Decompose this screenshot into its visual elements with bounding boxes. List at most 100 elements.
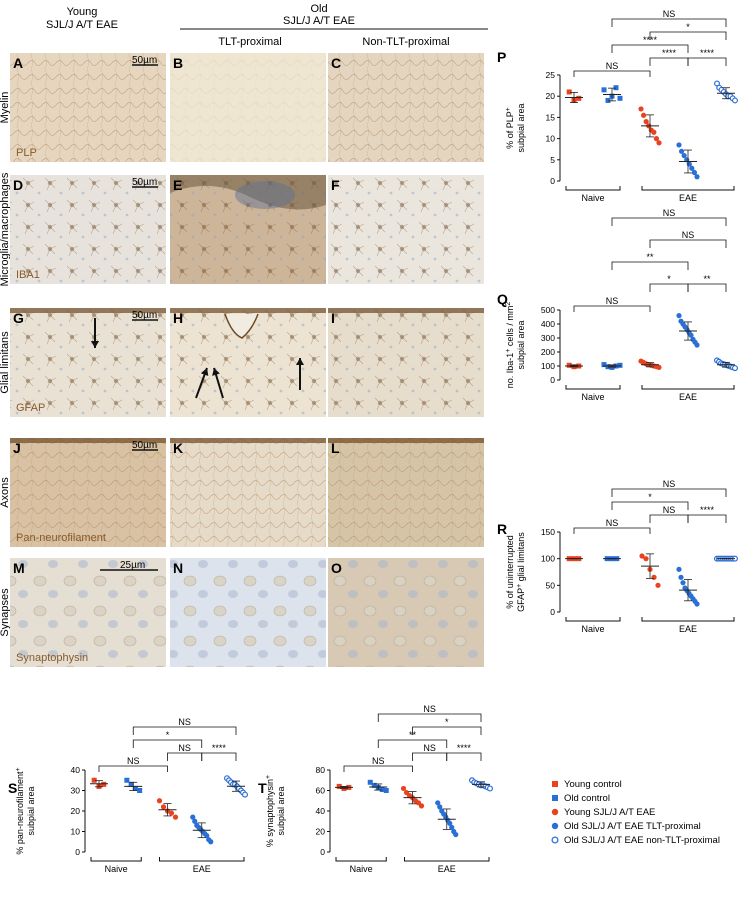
y-axis-label-2: subpial area bbox=[516, 320, 526, 369]
sig-bracket bbox=[611, 488, 727, 497]
y-tick-label: 5 bbox=[550, 155, 555, 165]
legend-marker bbox=[551, 836, 559, 844]
group-label-naive: Naive bbox=[581, 193, 604, 203]
sig-label: **** bbox=[700, 48, 715, 58]
sig-bracket bbox=[98, 765, 168, 772]
data-point bbox=[601, 87, 607, 93]
y-tick-label: 200 bbox=[541, 347, 555, 357]
group-label-eae: EAE bbox=[193, 864, 211, 874]
sig-bracket bbox=[573, 70, 651, 77]
micrograph-A: A PLP 50µm bbox=[10, 53, 166, 162]
sig-bracket bbox=[377, 739, 448, 748]
arrow-head-2 bbox=[212, 368, 220, 376]
chart-P: P 0 5 10 15 20 25 % of PLP+ subpial area Naive EAE… bbox=[497, 9, 738, 203]
y-axis-label: % synaptophysin+ bbox=[265, 775, 276, 847]
micrograph-M: M Synaptophysin 25µm bbox=[10, 558, 166, 667]
group-bracket-naive bbox=[90, 857, 142, 862]
chart-Q: Q 0 100 200 300 400 500 no. Iba-1+ cells / mm2s… bbox=[497, 208, 738, 402]
data-point bbox=[160, 804, 167, 810]
scale-label-2: 50µm bbox=[132, 310, 157, 321]
data-point bbox=[91, 777, 97, 783]
micrograph-G: G GFAP 50µm bbox=[10, 308, 166, 417]
micrograph-F: F bbox=[328, 175, 484, 284]
legend-label: Old SJL/J A/T EAE non-TLT-proximal bbox=[564, 835, 720, 846]
y-tick-label: 15 bbox=[546, 112, 556, 122]
micrograph-grid: Myelin A PLP 50µm B C Microglia/macrophages D IB… bbox=[0, 53, 484, 667]
header-col-nontlt: Non-TLT-proximal bbox=[362, 36, 449, 48]
sig-bracket bbox=[611, 501, 689, 510]
sig-bracket bbox=[132, 726, 237, 735]
data-point bbox=[694, 342, 700, 348]
panel-letter-A: A bbox=[13, 55, 23, 71]
panel-letter-E: E bbox=[173, 177, 182, 193]
sig-label: * bbox=[667, 274, 671, 284]
sig-bracket bbox=[412, 726, 482, 735]
data-point bbox=[653, 136, 660, 142]
panel-letter-T: T bbox=[258, 780, 267, 796]
y-tick-label: 25 bbox=[546, 70, 556, 80]
legend-label: Old control bbox=[564, 793, 610, 804]
panel-letter-N: N bbox=[173, 560, 183, 576]
legend: Young control Old control Young SJL/J A/T … bbox=[551, 779, 720, 846]
micrograph-B: B bbox=[170, 53, 326, 162]
group-label-naive: Naive bbox=[581, 624, 604, 634]
y-tick-label: 10 bbox=[546, 134, 556, 144]
legend-marker bbox=[552, 781, 558, 787]
group-bracket-naive bbox=[565, 385, 621, 390]
row-label-4: Synapses bbox=[0, 588, 11, 637]
group-bracket-eae bbox=[404, 857, 490, 862]
micrograph-I: I bbox=[328, 308, 484, 417]
data-point bbox=[605, 97, 611, 103]
data-point bbox=[242, 791, 249, 798]
data-point bbox=[101, 781, 107, 787]
group-label-naive: Naive bbox=[350, 864, 373, 874]
sig-bracket bbox=[649, 31, 727, 40]
chart-T: T 0 20 40 60 80 % synaptophysin+subpial area Na… bbox=[258, 704, 494, 874]
micrograph-O: O bbox=[328, 558, 484, 667]
micrograph-L: L bbox=[328, 438, 484, 547]
panel-letter-C: C bbox=[331, 55, 341, 71]
sig-label: NS bbox=[663, 208, 676, 218]
panel-letter-G: G bbox=[13, 310, 24, 326]
legend-marker bbox=[551, 822, 559, 830]
y-tick-label: 10 bbox=[71, 827, 81, 837]
y-tick-label: 300 bbox=[541, 333, 555, 343]
scale-label-1: 50µm bbox=[132, 177, 157, 188]
group-label-eae: EAE bbox=[438, 864, 456, 874]
micrograph-C: C bbox=[328, 53, 484, 162]
sig-label: NS bbox=[663, 505, 676, 515]
sig-label: * bbox=[686, 22, 690, 32]
y-tick-label: 30 bbox=[71, 786, 81, 796]
data-point bbox=[613, 85, 619, 91]
arrow-head-1 bbox=[200, 368, 209, 376]
sig-label: * bbox=[445, 717, 449, 727]
data-point bbox=[638, 106, 644, 112]
scale-label-4: 25µm bbox=[120, 560, 145, 571]
row-label-1: Microglia/macrophages bbox=[0, 172, 11, 286]
group-label-eae: EAE bbox=[679, 392, 697, 402]
y-tick-label: 100 bbox=[541, 554, 555, 564]
panel-letter-K: K bbox=[173, 440, 183, 456]
y-axis-label-2: subpial area bbox=[26, 786, 36, 835]
data-point bbox=[190, 814, 196, 820]
data-point bbox=[400, 785, 407, 792]
group-bracket-eae bbox=[641, 617, 735, 622]
y-axis-label: no. Iba-1+ cells / mm2 bbox=[505, 302, 516, 389]
sig-label: * bbox=[648, 492, 652, 502]
panel-letter-P: P bbox=[497, 49, 506, 65]
data-point bbox=[676, 566, 682, 572]
data-point bbox=[371, 782, 377, 788]
scale-label-0: 50µm bbox=[132, 55, 157, 66]
y-tick-label: 20 bbox=[316, 827, 326, 837]
group-label-eae: EAE bbox=[679, 624, 697, 634]
sig-label: NS bbox=[606, 518, 619, 528]
panel-letter-H: H bbox=[173, 310, 183, 326]
micrograph-J: J Pan-neurofilament 50µm bbox=[10, 438, 166, 547]
panel-letter-J: J bbox=[13, 440, 21, 456]
header-old-line2: SJL/J A/T EAE bbox=[283, 15, 355, 27]
group-bracket-eae bbox=[159, 857, 245, 862]
data-point bbox=[453, 831, 459, 838]
sig-label: **** bbox=[457, 743, 472, 753]
sig-label: NS bbox=[372, 756, 385, 766]
